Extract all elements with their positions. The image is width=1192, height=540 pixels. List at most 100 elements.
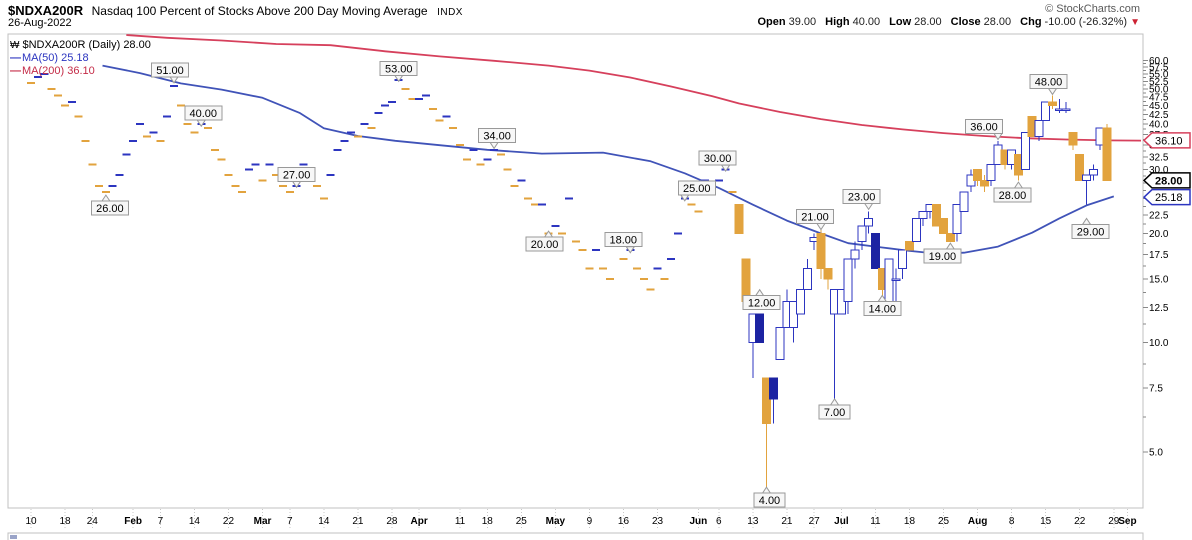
symbol: $NDXA200R <box>8 3 84 18</box>
open-value: 39.00 <box>788 16 817 28</box>
y-axis: 5.07.510.012.515.017.520.022.525.027.530… <box>1143 56 1169 459</box>
candle-body <box>755 313 765 344</box>
svg-text:40.0: 40.0 <box>1149 120 1169 131</box>
price-annotation: 20.00 <box>531 239 559 251</box>
price-annotation: 4.00 <box>759 495 780 507</box>
svg-text:9: 9 <box>587 516 593 527</box>
candle-body <box>1048 101 1057 107</box>
svg-text:55.0: 55.0 <box>1149 69 1169 80</box>
plot-frame <box>7 33 1144 540</box>
svg-text:16: 16 <box>618 516 630 527</box>
candle-body <box>1075 154 1085 181</box>
candle-body <box>850 249 860 260</box>
svg-text:10: 10 <box>25 516 37 527</box>
candle-body <box>1082 174 1092 181</box>
close-label: Close <box>950 16 981 28</box>
svg-text:50.0: 50.0 <box>1149 85 1169 96</box>
svg-text:60.0: 60.0 <box>1149 56 1169 67</box>
candle-body <box>864 217 874 227</box>
ma50-line-sample-icon: — <box>10 52 21 64</box>
svg-text:Jul: Jul <box>834 516 849 527</box>
candlestick-layer <box>27 72 1112 488</box>
svg-text:Sep: Sep <box>1118 516 1136 527</box>
svg-text:23: 23 <box>652 516 664 527</box>
close-value: 28.00 <box>983 16 1012 28</box>
candle-body <box>1020 131 1030 171</box>
candle-body <box>979 179 989 187</box>
price-annotation: 30.00 <box>704 153 732 165</box>
candle-body <box>1102 127 1112 181</box>
candle-body <box>1061 108 1071 112</box>
x-axis: 10 18 24 Feb 7 14 22 Mar 7 14 21 28 Apr 11 18 25 May 9 16 2… <box>25 509 1137 529</box>
candle-body <box>904 241 914 251</box>
svg-text:27: 27 <box>809 516 821 527</box>
ma200-line <box>126 34 1142 142</box>
svg-text:32.5: 32.5 <box>1149 152 1169 163</box>
chart-style-icon: ₩ <box>10 40 20 51</box>
svg-text:22: 22 <box>1074 516 1086 527</box>
ma200-line-sample-icon: — <box>10 65 21 77</box>
candle-body <box>857 225 867 243</box>
svg-text:18: 18 <box>59 516 71 527</box>
axis-value-callout: 25.18 <box>1155 192 1183 204</box>
legend-ma50-label: MA(50) 25.18 <box>22 52 89 64</box>
svg-text:8: 8 <box>1009 516 1015 527</box>
open-label: Open <box>757 16 786 28</box>
price-annotation: 14.00 <box>868 303 896 315</box>
candle-body <box>891 278 901 281</box>
price-annotation: 23.00 <box>848 191 876 203</box>
candle-body <box>775 327 785 360</box>
high-label: High <box>825 16 850 28</box>
svg-text:11: 11 <box>455 516 466 527</box>
low-label: Low <box>889 16 912 28</box>
svg-text:25: 25 <box>516 516 528 527</box>
svg-text:28: 28 <box>386 516 398 527</box>
candle-body <box>802 268 812 291</box>
svg-text:42.5: 42.5 <box>1149 110 1169 121</box>
svg-text:14: 14 <box>318 516 330 527</box>
svg-text:12.5: 12.5 <box>1149 303 1169 314</box>
svg-text:29: 29 <box>1108 516 1120 527</box>
ma50-line <box>102 64 1115 255</box>
svg-text:52.5: 52.5 <box>1149 77 1169 88</box>
candle-body <box>973 169 983 181</box>
candle-body <box>1034 119 1044 137</box>
candle-body <box>945 232 955 243</box>
svg-text:24: 24 <box>87 516 99 527</box>
candle-body <box>898 249 908 270</box>
svg-text:57.5: 57.5 <box>1149 62 1169 73</box>
exchange-tag: INDX <box>437 7 463 18</box>
svg-text:7: 7 <box>158 516 164 527</box>
quote-row: Open 39.00 High 40.00 Low 28.00 Close 28.00 Chg -… <box>748 16 1140 28</box>
price-annotation: 53.00 <box>385 63 413 75</box>
svg-text:13: 13 <box>747 516 759 527</box>
candle-body <box>734 204 744 234</box>
axis-value-callout: 36.10 <box>1155 135 1183 147</box>
svg-text:17.5: 17.5 <box>1149 250 1169 261</box>
price-annotation: 48.00 <box>1035 76 1063 88</box>
chg-down-arrow-icon[interactable]: ▼ <box>1130 17 1140 28</box>
legend-main-label: $NDXA200R (Daily) 28.00 <box>22 39 151 51</box>
chg-label: Chg <box>1020 16 1042 28</box>
svg-text:Feb: Feb <box>124 516 142 527</box>
price-annotation: 29.00 <box>1077 226 1105 238</box>
high-value: 40.00 <box>852 16 881 28</box>
candle-body <box>952 204 962 234</box>
price-annotation: 28.00 <box>999 190 1027 202</box>
candle-body <box>816 232 826 270</box>
candle-body <box>870 232 880 270</box>
svg-text:25: 25 <box>938 516 950 527</box>
price-annotation: 21.00 <box>801 212 829 224</box>
candle-body <box>789 300 799 329</box>
svg-text:5.0: 5.0 <box>1149 448 1163 459</box>
candle-body <box>932 204 942 227</box>
index-name: Nasdaq 100 Percent of Stocks Above 200 D… <box>91 4 428 18</box>
next-panel-legend-sliver <box>10 535 17 539</box>
svg-text:14: 14 <box>189 516 201 527</box>
svg-text:10.0: 10.0 <box>1149 338 1169 349</box>
price-annotation: 51.00 <box>156 65 184 77</box>
svg-text:21: 21 <box>352 516 364 527</box>
candle-body <box>761 377 771 424</box>
